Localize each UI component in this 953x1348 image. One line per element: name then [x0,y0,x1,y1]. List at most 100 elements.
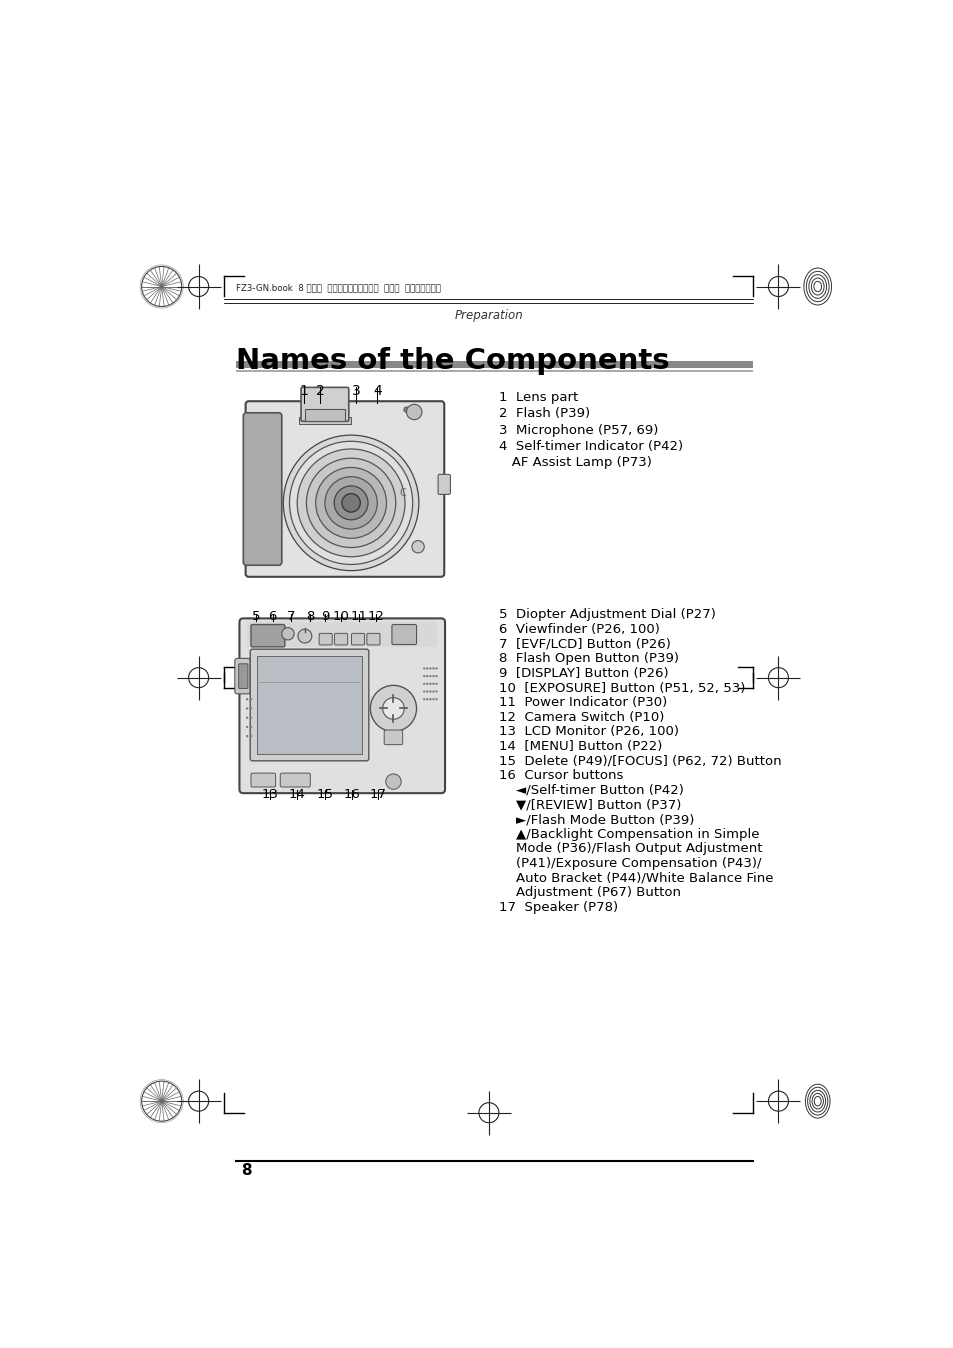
Circle shape [422,675,425,677]
Text: 12  Camera Switch (P10): 12 Camera Switch (P10) [498,710,663,724]
Text: ▲/Backlight Compensation in Simple: ▲/Backlight Compensation in Simple [498,828,759,841]
Circle shape [341,493,360,512]
Bar [305,408,345,421]
FancyBboxPatch shape [238,663,248,689]
FancyBboxPatch shape [251,774,275,787]
Circle shape [250,708,252,709]
Circle shape [325,477,376,528]
Text: 2  Flash (P39): 2 Flash (P39) [498,407,590,421]
Circle shape [250,725,252,728]
FancyBboxPatch shape [351,634,364,644]
Text: Auto Bracket (P44)/White Balance Fine: Auto Bracket (P44)/White Balance Fine [498,872,773,884]
Circle shape [370,685,416,732]
Text: 9: 9 [320,609,329,623]
Circle shape [422,690,425,693]
Circle shape [246,708,248,709]
Circle shape [435,690,437,693]
Circle shape [246,735,248,737]
Text: ▼/[REVIEW] Button (P37): ▼/[REVIEW] Button (P37) [498,798,680,811]
Text: 17  Speaker (P78): 17 Speaker (P78) [498,900,618,914]
Text: 14  [MENU] Button (P22): 14 [MENU] Button (P22) [498,740,661,754]
Text: 10  [EXPOSURE] Button (P51, 52, 53): 10 [EXPOSURE] Button (P51, 52, 53) [498,682,744,694]
Circle shape [422,698,425,701]
Circle shape [435,675,437,677]
Circle shape [429,690,431,693]
Text: 16: 16 [343,787,360,801]
Text: 7: 7 [287,609,295,623]
FancyBboxPatch shape [384,731,402,744]
Text: 8: 8 [241,1163,252,1178]
Circle shape [246,717,248,718]
Circle shape [432,675,435,677]
Circle shape [385,774,400,790]
Text: 4  Self-timer Indicator (P42): 4 Self-timer Indicator (P42) [498,439,682,453]
Circle shape [382,698,404,720]
Circle shape [334,485,368,520]
FancyBboxPatch shape [234,658,250,694]
Bar [298,418,351,423]
Circle shape [422,667,425,670]
Text: Names of the Components: Names of the Components [235,346,668,375]
Text: 6  Viewfinder (P26, 100): 6 Viewfinder (P26, 100) [498,623,659,636]
Circle shape [426,682,428,685]
FancyBboxPatch shape [319,634,332,644]
Text: 5: 5 [252,609,260,623]
Text: 4: 4 [373,384,381,398]
Text: 11: 11 [350,609,367,623]
Text: Adjustment (P67) Button: Adjustment (P67) Button [498,887,680,899]
Circle shape [426,698,428,701]
Circle shape [289,441,413,565]
Text: 2: 2 [315,384,324,398]
FancyBboxPatch shape [437,474,450,495]
Circle shape [426,675,428,677]
Bar [235,369,752,372]
Text: 3  Microphone (P57, 69): 3 Microphone (P57, 69) [498,423,658,437]
Circle shape [429,682,431,685]
Circle shape [297,449,405,557]
Circle shape [432,690,435,693]
Text: 12: 12 [367,609,384,623]
FancyBboxPatch shape [245,402,444,577]
Text: 13  LCD Monitor (P26, 100): 13 LCD Monitor (P26, 100) [498,725,679,739]
Circle shape [306,458,395,547]
Circle shape [435,682,437,685]
FancyBboxPatch shape [392,624,416,644]
Bar [235,361,752,368]
Circle shape [412,541,424,553]
Circle shape [250,735,252,737]
Text: 7  [EVF/LCD] Button (P26): 7 [EVF/LCD] Button (P26) [498,638,670,651]
FancyBboxPatch shape [251,624,285,647]
Text: 5  Diopter Adjustment Dial (P27): 5 Diopter Adjustment Dial (P27) [498,608,715,621]
Text: 8: 8 [306,609,314,623]
Circle shape [246,725,248,728]
Text: 11  Power Indicator (P30): 11 Power Indicator (P30) [498,696,666,709]
Text: C: C [399,488,406,497]
Text: 16  Cursor buttons: 16 Cursor buttons [498,770,622,782]
Text: 15: 15 [316,787,333,801]
Text: 15  Delete (P49)/[FOCUS] (P62, 72) Button: 15 Delete (P49)/[FOCUS] (P62, 72) Button [498,755,781,767]
Text: AF Assist Lamp (P73): AF Assist Lamp (P73) [498,456,651,469]
Circle shape [283,435,418,570]
Text: Mode (P36)/Flash Output Adjustment: Mode (P36)/Flash Output Adjustment [498,842,761,856]
Circle shape [315,468,386,538]
Circle shape [429,698,431,701]
Circle shape [426,667,428,670]
Text: 9  [DISPLAY] Button (P26): 9 [DISPLAY] Button (P26) [498,667,668,679]
Circle shape [435,667,437,670]
Circle shape [250,717,252,718]
Text: 1  Lens part: 1 Lens part [498,391,578,404]
FancyBboxPatch shape [335,634,347,644]
Circle shape [432,667,435,670]
Text: 17: 17 [369,787,386,801]
Circle shape [403,407,409,412]
Circle shape [422,682,425,685]
Bar [257,656,361,754]
Circle shape [435,698,437,701]
FancyBboxPatch shape [243,412,281,565]
Circle shape [429,675,431,677]
Text: 1: 1 [299,384,308,398]
Text: 3: 3 [352,384,360,398]
Circle shape [432,698,435,701]
FancyBboxPatch shape [367,634,379,644]
Circle shape [432,682,435,685]
